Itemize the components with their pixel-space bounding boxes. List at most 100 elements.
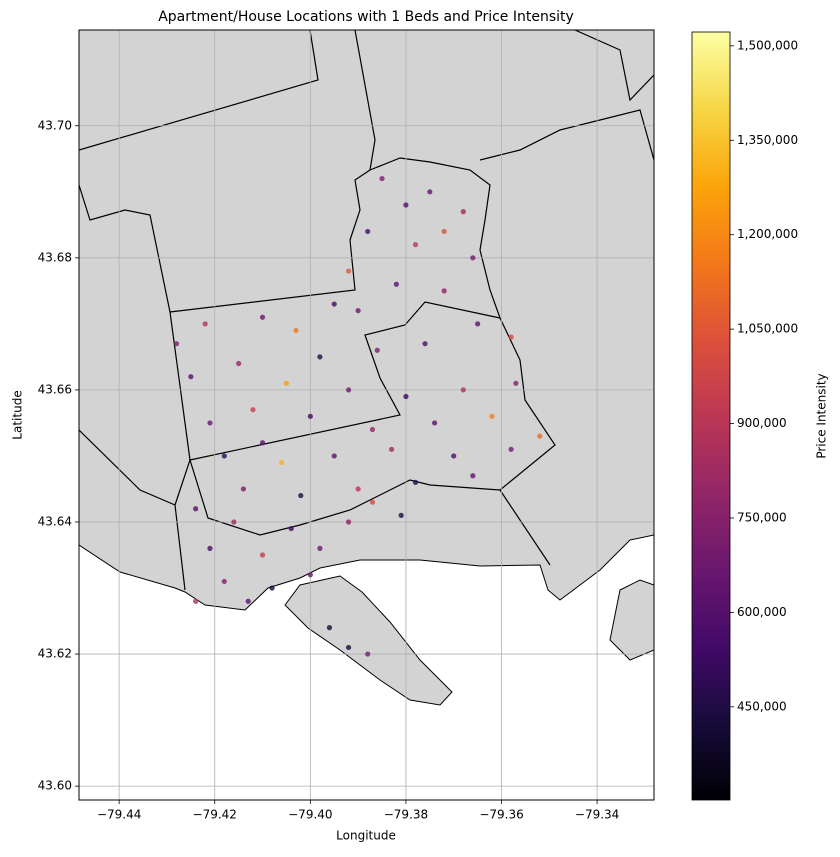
x-tick-label: −79.34 [575,808,619,822]
colorbar-tick-label: 1,050,000 [737,322,798,336]
x-tick-label: −79.42 [193,808,237,822]
point [221,578,227,585]
y-tick-label: 43.68 [38,250,72,264]
colorbar-tick-label: 1,350,000 [737,133,798,147]
y-tick-label: 43.62 [38,647,72,661]
plot-frame [78,29,655,801]
axes: −79.44 −79.42 −79.40 −79.38 −79.36 −79.34 43.6… [38,38,798,821]
y-tick-label: 43.64 [38,514,72,528]
y-tick-label: 43.60 [38,779,72,793]
point [489,413,495,419]
point [298,492,304,499]
point [188,374,194,380]
point [403,202,409,208]
point [441,228,447,235]
point [331,301,337,307]
point [221,453,227,459]
point [388,446,395,452]
point [317,545,323,551]
colorbar-label: Price Intensity [815,373,829,458]
boundary [79,30,319,151]
point [355,308,361,314]
boundary [499,489,551,566]
point [374,347,380,353]
map [79,30,654,800]
y-axis-label: Latitude [11,390,25,439]
point [345,519,352,525]
chart-title: Apartment/House Locations with 1 Beds an… [158,9,574,25]
point [369,499,376,505]
boundary [479,109,654,161]
x-tick-label: −79.36 [479,808,523,822]
point [393,281,399,287]
point [475,321,481,327]
point [250,407,256,413]
point [293,327,299,334]
point [508,334,514,340]
points [173,175,543,657]
point [207,545,213,551]
point [513,380,519,386]
point [470,255,476,261]
point [259,440,266,446]
point [345,268,352,274]
point [269,585,275,591]
boundary [169,30,376,313]
point [173,341,180,347]
point [470,473,476,479]
y-tick-label: 43.70 [38,118,72,132]
point [427,189,433,195]
point [345,644,352,651]
point [369,426,376,433]
point [412,242,419,248]
point [193,506,199,512]
point [317,354,323,360]
x-axis-label: Longitude [336,829,396,843]
colorbar-tick-label: 900,000 [737,416,787,430]
boundary [79,184,191,591]
point [193,598,199,604]
point [279,459,285,466]
point [345,387,352,393]
point [441,288,447,294]
point [398,512,404,518]
point [231,519,237,525]
x-tick-label: −79.38 [384,808,428,822]
boundary [79,429,176,506]
colorbar-tick-label: 600,000 [737,605,787,619]
point [307,572,313,578]
colorbar-tick-label: 1,200,000 [737,227,798,241]
point [403,393,409,400]
point [412,479,419,485]
point [259,552,266,558]
point [331,453,337,459]
boundary [189,157,556,536]
point [379,175,385,182]
point [240,486,247,492]
point [259,314,266,320]
point [508,446,514,452]
spit [609,579,654,661]
point [236,360,242,367]
colorbar-tick-label: 450,000 [737,699,787,713]
point [355,486,361,492]
point [422,341,428,347]
x-tick-label: −79.40 [288,808,332,822]
point [365,228,371,235]
point [460,387,466,393]
point [460,209,466,215]
colorbar-tick-label: 750,000 [737,510,787,524]
point [202,321,208,327]
point [451,453,457,459]
colorbar [691,31,731,801]
y-tick-label: 43.66 [38,382,72,396]
point [288,525,294,532]
point [432,420,438,426]
colorbar-tick-label: 1,500,000 [737,38,798,52]
point [245,598,251,604]
point [365,651,371,657]
point [283,380,290,386]
point [537,433,543,439]
point [307,413,313,419]
point [207,420,213,426]
